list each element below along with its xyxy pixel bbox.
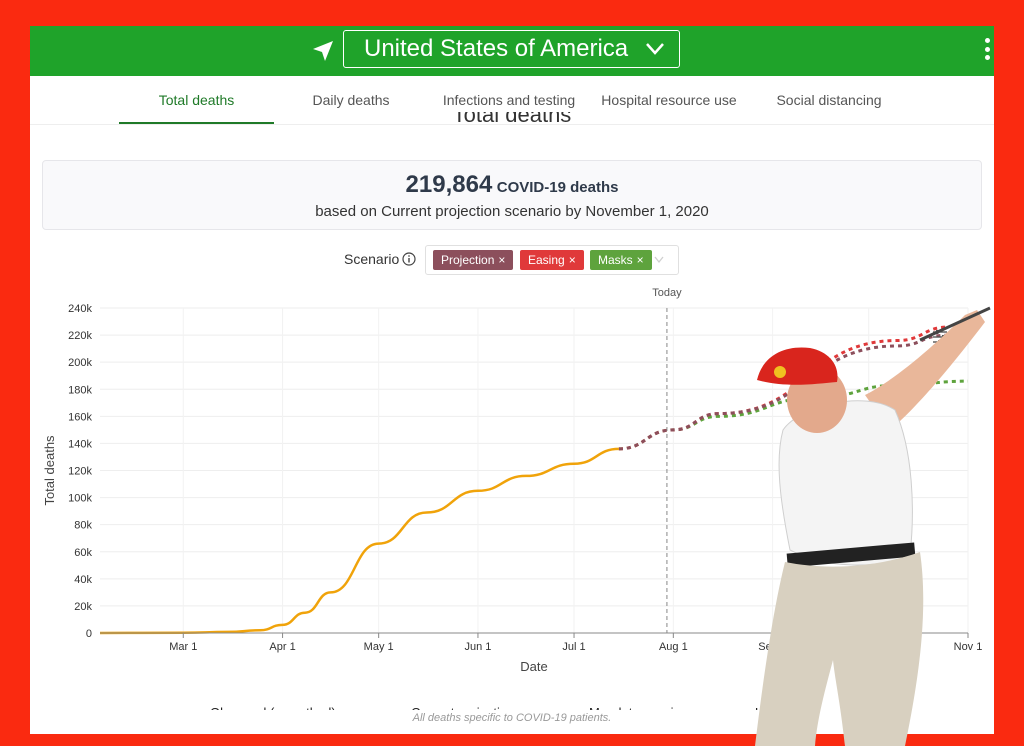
legend-label: Mandates easing bbox=[589, 705, 688, 710]
summary-card: 219,864 COVID-19 deaths based on Current… bbox=[42, 160, 982, 230]
summary-label: COVID-19 deaths bbox=[496, 179, 619, 196]
chevron-down-icon[interactable] bbox=[654, 256, 664, 264]
y-axis-label: Total deaths bbox=[42, 435, 57, 506]
tab-infections-testing[interactable]: Infections and testing bbox=[442, 92, 576, 108]
more-options-icon[interactable] bbox=[984, 38, 992, 64]
scenario-chip-easing[interactable]: Easing × bbox=[520, 250, 584, 270]
x-tick-label: Nov 1 bbox=[954, 641, 983, 653]
x-tick-label: Mar 1 bbox=[169, 641, 197, 653]
x-tick-label: May 1 bbox=[364, 641, 394, 653]
x-tick-label: Jun 1 bbox=[464, 641, 491, 653]
x-tick-label: Jul 1 bbox=[562, 641, 585, 653]
scenario-select[interactable]: Projection × Easing × Masks × bbox=[425, 245, 679, 275]
chart-footnote: All deaths specific to COVID-19 patients… bbox=[412, 712, 612, 724]
remove-icon[interactable]: × bbox=[498, 253, 506, 267]
chevron-down-icon bbox=[646, 43, 664, 55]
y-tick-label: 140k bbox=[68, 438, 92, 450]
y-tick-label: 220k bbox=[68, 330, 92, 342]
golfer-image bbox=[755, 306, 991, 746]
tab-daily-deaths[interactable]: Daily deaths bbox=[312, 92, 390, 108]
y-tick-label: 180k bbox=[68, 384, 92, 396]
y-tick-label: 240k bbox=[68, 303, 92, 315]
scenario-chip-projection[interactable]: Projection × bbox=[433, 250, 514, 270]
y-tick-label: 200k bbox=[68, 357, 92, 369]
tab-bar: Total deaths Daily deaths Infections and… bbox=[30, 76, 994, 125]
tab-hospital-resource-use[interactable]: Hospital resource use bbox=[601, 92, 737, 108]
y-tick-label: 100k bbox=[68, 493, 92, 505]
tab-social-distancing[interactable]: Social distancing bbox=[776, 92, 882, 108]
chart-axes: 0 20k 40k 60k 80k 100k 120k 140k 160k 180k 200k 220… bbox=[42, 303, 982, 674]
y-tick-label: 20k bbox=[74, 601, 92, 613]
remove-icon[interactable]: × bbox=[636, 253, 644, 267]
info-icon[interactable] bbox=[402, 252, 416, 266]
scenario-chip-masks[interactable]: Masks × bbox=[590, 250, 652, 270]
y-tick-label: 160k bbox=[68, 411, 92, 423]
y-tick-label: 60k bbox=[74, 547, 92, 559]
country-select-value: United States of America bbox=[364, 35, 629, 62]
legend-label: Current projection bbox=[411, 705, 514, 710]
location-arrow-icon[interactable] bbox=[310, 38, 336, 64]
y-tick-label: 40k bbox=[74, 574, 92, 586]
top-bar: United States of America bbox=[30, 26, 994, 76]
today-label: Today bbox=[652, 287, 682, 299]
tab-total-deaths[interactable]: Total deaths bbox=[119, 76, 274, 124]
legend-label: Observed (smoothed) bbox=[210, 705, 336, 710]
summary-number: 219,864 bbox=[405, 171, 493, 198]
remove-icon[interactable]: × bbox=[568, 253, 576, 267]
x-tick-label: Apr 1 bbox=[269, 641, 295, 653]
chart-series bbox=[99, 325, 969, 635]
series-line-0 bbox=[99, 447, 619, 635]
summary-subtitle: based on Current projection scenario by … bbox=[315, 203, 709, 220]
country-select[interactable]: United States of America bbox=[343, 30, 680, 68]
scenario-label: Scenario bbox=[344, 251, 400, 267]
y-tick-label: 120k bbox=[68, 466, 92, 478]
x-tick-label: Aug 1 bbox=[659, 641, 688, 653]
x-axis-label: Date bbox=[520, 659, 547, 674]
today-marker: Today bbox=[652, 287, 682, 633]
section-title: Total deaths bbox=[452, 112, 572, 127]
y-tick-label: 80k bbox=[74, 520, 92, 532]
y-tick-label: 0 bbox=[86, 628, 92, 640]
chart-legend: Observed (smoothed) Current projection Man… bbox=[210, 705, 775, 710]
